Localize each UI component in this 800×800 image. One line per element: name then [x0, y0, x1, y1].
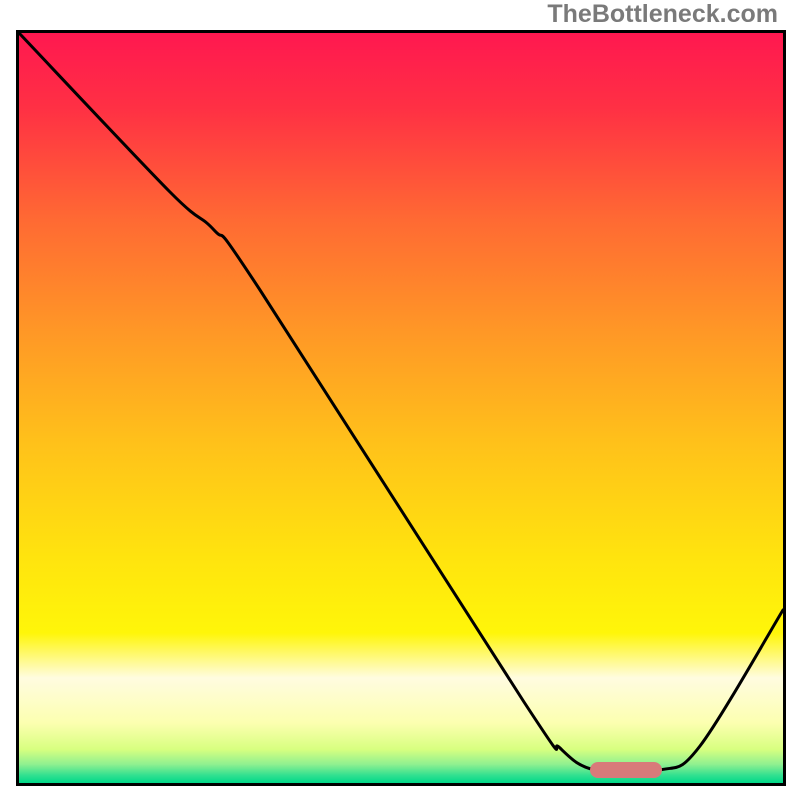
plot-background-gradient: [19, 33, 783, 783]
watermark-text: TheBottleneck.com: [547, 0, 778, 29]
optimal-range-marker: [590, 762, 662, 778]
chart-container: { "watermark": { "text": "TheBottleneck.…: [0, 0, 800, 800]
